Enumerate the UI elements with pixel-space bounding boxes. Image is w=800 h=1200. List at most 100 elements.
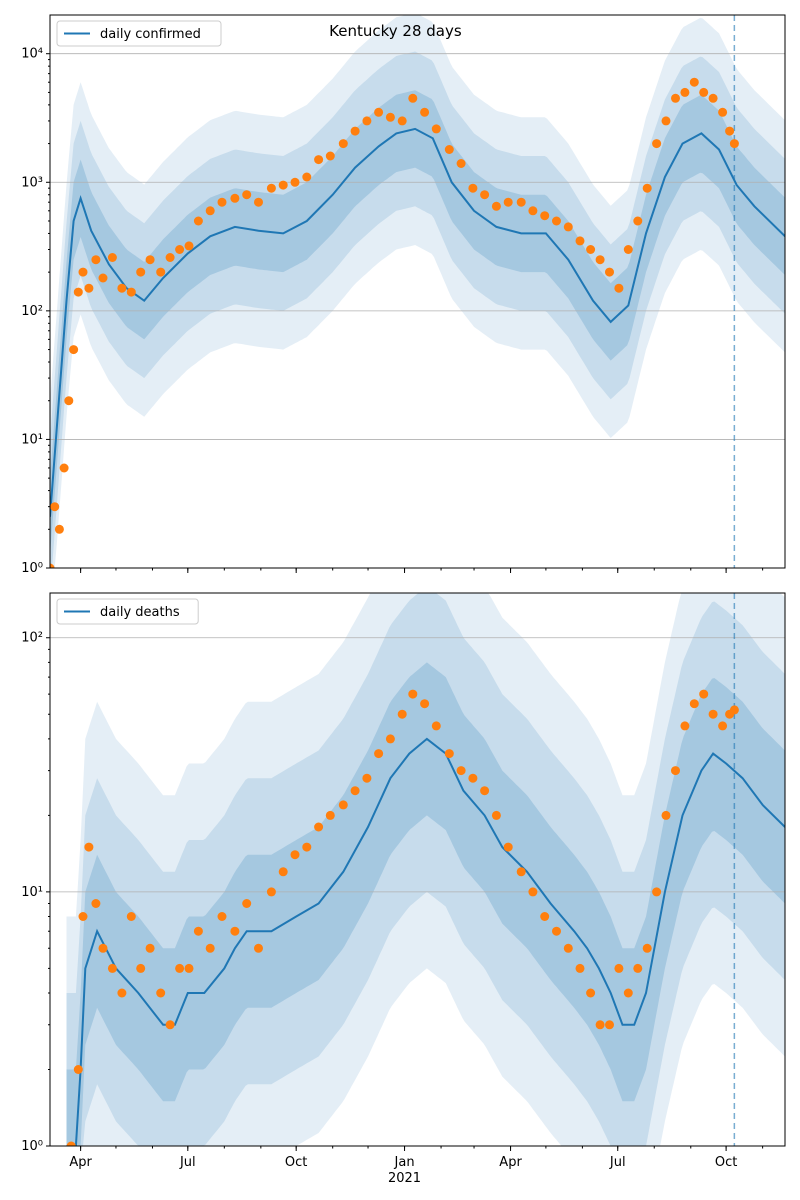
observed-point (595, 1020, 605, 1030)
observed-point (661, 810, 671, 820)
observed-point (699, 689, 709, 699)
observed-point (444, 145, 454, 154)
observed-point (91, 255, 101, 265)
observed-point (278, 180, 288, 190)
observed-point (230, 193, 240, 203)
chart-panel-daily-confirmed: 10⁰ 10¹ 10² 10³ 10⁴ Kentucky 28 days daily c… (21, 14, 786, 576)
observed-point (314, 822, 324, 832)
x-tick-label: Jul (179, 1155, 196, 1170)
observed-point (456, 766, 466, 776)
uncertainty-bands (50, 15, 785, 568)
observed-point (540, 912, 550, 921)
observed-point (290, 177, 300, 187)
observed-point (69, 345, 79, 355)
observed-point (54, 524, 64, 534)
observed-point (680, 721, 690, 731)
observed-point (242, 899, 252, 908)
observed-point (266, 183, 276, 193)
y-tick-label: 10² (21, 631, 43, 646)
observed-point (107, 963, 117, 973)
x-year-label: 2021 (388, 1171, 421, 1186)
observed-point (165, 253, 175, 262)
observed-point (175, 245, 185, 254)
observed-point (614, 283, 624, 293)
observed-point (595, 255, 605, 265)
observed-point (431, 124, 441, 134)
observed-point (98, 273, 108, 283)
chart-title: Kentucky 28 days (329, 22, 462, 40)
observed-point (652, 139, 662, 149)
observed-point (397, 709, 407, 719)
plot-frame (49, 14, 786, 569)
observed-point (575, 963, 585, 973)
model-line (66, 737, 785, 1146)
x-axis (80, 568, 764, 573)
observed-point (605, 1020, 614, 1030)
observed-point (107, 253, 117, 262)
observed-point (374, 107, 384, 117)
observed-point (680, 87, 690, 97)
observed-point (563, 222, 573, 232)
observed-point (302, 842, 312, 852)
observed-point (217, 912, 227, 921)
observed-point (444, 749, 454, 759)
observed-point (552, 216, 561, 226)
observed-point (98, 943, 108, 953)
legend: daily confirmed (56, 20, 222, 47)
observed-point (50, 563, 55, 568)
observed-point (117, 283, 127, 293)
observed-point (254, 197, 263, 207)
observed-point (503, 197, 513, 207)
observed-point (193, 926, 203, 936)
observed-point (480, 190, 490, 200)
observed-point (614, 963, 624, 973)
legend-label: daily confirmed (100, 27, 201, 42)
observed-point (586, 988, 596, 998)
observed-point (633, 963, 643, 973)
observed-point (397, 116, 407, 126)
observed-point (586, 245, 596, 254)
observed-point (623, 988, 633, 998)
x-tick-label: Apr (69, 1155, 92, 1170)
observed-point (699, 87, 709, 97)
observed-point (671, 766, 680, 776)
observed-point (136, 963, 146, 973)
y-tick-label: 10² (21, 304, 43, 319)
observed-point (708, 93, 718, 103)
observed-point (136, 267, 146, 277)
observed-point (420, 699, 430, 709)
observed-point (278, 867, 288, 877)
x-tick-label: Apr (499, 1155, 522, 1170)
observed-point (642, 183, 652, 193)
observed-point (230, 926, 240, 936)
observed-point (78, 267, 88, 277)
observed-point (503, 842, 513, 852)
model-line-group (66, 737, 785, 1146)
observed-point (605, 267, 614, 277)
y-axis: 10⁰ 10¹ 10² 10³ 10⁴ (21, 47, 50, 576)
y-tick-label: 10¹ (21, 885, 43, 900)
observed-point (516, 197, 526, 207)
y-tick-label: 10³ (21, 175, 43, 190)
observed-point (468, 183, 478, 193)
observed-point (661, 116, 671, 126)
x-tick-label: Oct (715, 1155, 737, 1170)
uncertainty-band-2 (50, 51, 785, 568)
observed-point (725, 126, 735, 136)
observed-point (652, 887, 662, 897)
uncertainty-band-1 (50, 15, 785, 568)
observed-point (325, 810, 335, 820)
observed-point (718, 107, 728, 117)
observed-point (64, 396, 74, 406)
observed-point (266, 887, 276, 897)
observed-point (302, 172, 312, 182)
observed-point (254, 943, 263, 953)
observed-points-group (50, 77, 739, 568)
observed-point (575, 236, 585, 246)
observed-point (408, 689, 418, 699)
x-axis: Apr Jul Oct Jan Apr Jul Oct (69, 1146, 764, 1170)
observed-point (689, 699, 699, 709)
observed-point (205, 206, 215, 216)
observed-point (552, 926, 561, 936)
